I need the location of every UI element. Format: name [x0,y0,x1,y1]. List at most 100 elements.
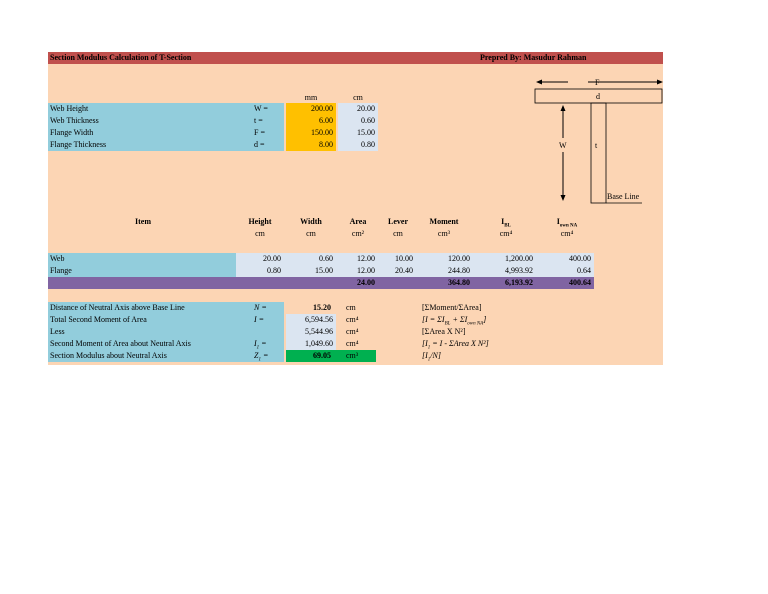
result-unit: cm⁴ [346,339,359,348]
col-header-item: Item [135,217,151,226]
input-symbol: F = [254,128,265,137]
result-label: Section Modulus about Neutral Axis [50,351,167,360]
cell-moment: 244.80 [448,266,470,275]
diagram-label-t: t [595,141,598,150]
col-header-moment: Moment [429,217,459,226]
col-unit-ina: cm⁴ [560,229,574,238]
section-modulus-highlight [286,350,376,362]
input-label: Flange Width [50,128,94,137]
input-mm-value[interactable]: 200.00 [311,104,333,113]
cell-height: 0.80 [267,266,281,275]
diagram-label-f: F [595,78,600,87]
col-header-ina: Iown NA [556,217,578,229]
input-cm-value: 0.80 [361,140,375,149]
total-area: 24.00 [357,278,375,287]
input-label-bg [48,103,284,151]
col-unit-ibl: cm⁴ [499,229,513,238]
input-symbol: W = [254,104,268,113]
col-unit-area: cm² [351,229,365,238]
cell-moment: 120.00 [448,254,470,263]
row-item: Web [50,254,65,263]
input-mm-value[interactable]: 6.00 [319,116,333,125]
col-header-width: Width [300,217,322,226]
col-header-height: Height [248,217,272,226]
input-cm-bg [338,103,378,151]
result-formula: [I = ΣIBL + ΣIown NA] [422,315,487,327]
result-label: Total Second Moment of Area [50,315,147,324]
title-bar: Section Modulus Calculation of T-Section… [48,52,663,64]
cell-width: 15.00 [315,266,333,275]
input-mm-bg [286,103,336,151]
result-formula: [I1/N] [422,351,441,363]
input-symbol: d = [254,140,265,149]
cell-ina: 0.64 [577,266,591,275]
col-header-ibl: IBL [501,217,511,229]
input-cm-value: 0.60 [361,116,375,125]
result-value: 1,049.60 [305,339,333,348]
input-cm-value: 15.00 [357,128,375,137]
result-unit: cm³ [346,351,359,360]
f-arrowhead-left [536,79,542,85]
cell-width: 0.60 [319,254,333,263]
t-section-diagram [534,79,663,204]
col-header-area: Area [349,217,367,226]
results-value-bg [286,314,336,350]
result-symbol: N = [254,303,267,312]
spreadsheet-sheet: Section Modulus Calculation of T-Section… [48,52,663,365]
result-label: Less [50,327,65,336]
cell-area: 12.00 [357,254,375,263]
input-mm-value[interactable]: 150.00 [311,128,333,137]
result-formula: [I1 = I - ΣArea X N²] [422,339,489,351]
unit-cm: cm [353,93,363,102]
result-formula: [ΣArea X N²] [422,327,466,336]
author-credit: Prepred By: Masudur Rahman [480,53,587,62]
input-label: Flange Thickness [50,140,107,149]
results-label-bg [48,302,284,362]
row-label-bg [48,253,236,277]
diagram-label-w: W [559,141,567,150]
result-value: 15.20 [313,303,331,312]
w-arrowhead-bottom [560,195,566,201]
input-mm-value[interactable]: 8.00 [319,140,333,149]
row-item: Flange [50,266,72,275]
cell-ibl: 1,200.00 [505,254,533,263]
row-value-bg [236,253,594,277]
result-symbol: I = [254,315,265,324]
cell-ina: 400.00 [569,254,591,263]
input-cm-value: 20.00 [357,104,375,113]
col-unit-height: cm [255,229,265,238]
result-value: 5,544.96 [305,327,333,336]
total-ina: 400.64 [569,278,591,287]
sheet-title: Section Modulus Calculation of T-Section [50,53,192,62]
f-arrowhead-right [657,79,663,85]
col-unit-moment: cm³ [437,229,451,238]
unit-mm: mm [304,93,318,102]
input-symbol: t = [254,116,263,125]
cell-ibl: 4,993.92 [505,266,533,275]
result-formula: [ΣMoment/ΣArea] [422,303,482,312]
total-ibl: 6,193.92 [505,278,533,287]
result-symbol: I1 = [254,339,267,351]
result-symbol: Z1 = [254,351,269,363]
diagram-label-base-line: Base Line [607,192,640,201]
input-label: Web Height [50,104,89,113]
input-label: Web Thickness [50,116,99,125]
col-header-lever: Lever [388,217,408,226]
cell-lever: 10.00 [395,254,413,263]
cell-lever: 20.40 [395,266,413,275]
w-arrowhead-top [560,105,566,111]
col-unit-lever: cm [393,229,403,238]
diagram-label-d: d [596,92,600,101]
col-unit-width: cm [306,229,316,238]
result-label: Second Moment of Area about Neutral Axis [50,339,191,348]
result-unit: cm [346,303,356,312]
total-moment: 364.80 [448,278,470,287]
web-rect [590,102,607,204]
result-value: 6,594.56 [305,315,333,324]
cell-area: 12.00 [357,266,375,275]
result-value: 69.05 [313,351,331,360]
result-unit: cm⁴ [346,327,359,336]
totals-row-bg [48,277,594,289]
cell-height: 20.00 [263,254,281,263]
result-label: Distance of Neutral Axis above Base Line [50,303,185,312]
